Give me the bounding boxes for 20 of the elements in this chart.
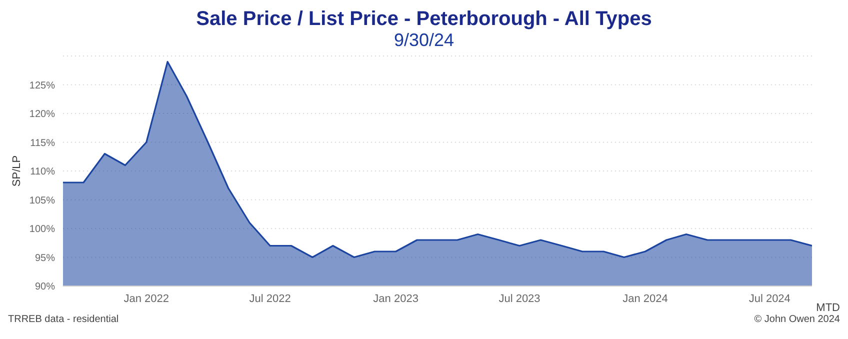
y-tick-label: 110%: [30, 166, 56, 178]
chart-title: Sale Price / List Price - Peterborough - All Types: [195, 8, 653, 30]
x-tick-label: Jan 2023: [373, 292, 418, 305]
y-tick-label: 90%: [34, 282, 56, 293]
text: © John Owen 2024: [754, 314, 840, 326]
x-tick-label: Jul 2024: [748, 292, 790, 305]
x-tick-label: Jul 2022: [249, 292, 291, 305]
y-tick-label: 125%: [29, 80, 56, 92]
x-tick-label: Jul 2023: [498, 292, 540, 305]
y-axis-title: SP/LP: [10, 155, 23, 187]
x-tick-label: Jan 2024: [622, 292, 668, 305]
text: MTD: [816, 302, 840, 314]
y-tick-label: 95%: [34, 252, 56, 264]
y-tick-label: 105%: [29, 195, 56, 206]
y-tick-label: 100%: [29, 224, 56, 236]
x-tick-label: Jan 2022: [124, 292, 170, 305]
text: TRREB data - residential: [8, 314, 119, 326]
chart-subtitle: 9/30/24: [392, 30, 456, 50]
y-tick-label: 115%: [30, 138, 56, 149]
y-tick-label: 120%: [29, 109, 56, 120]
